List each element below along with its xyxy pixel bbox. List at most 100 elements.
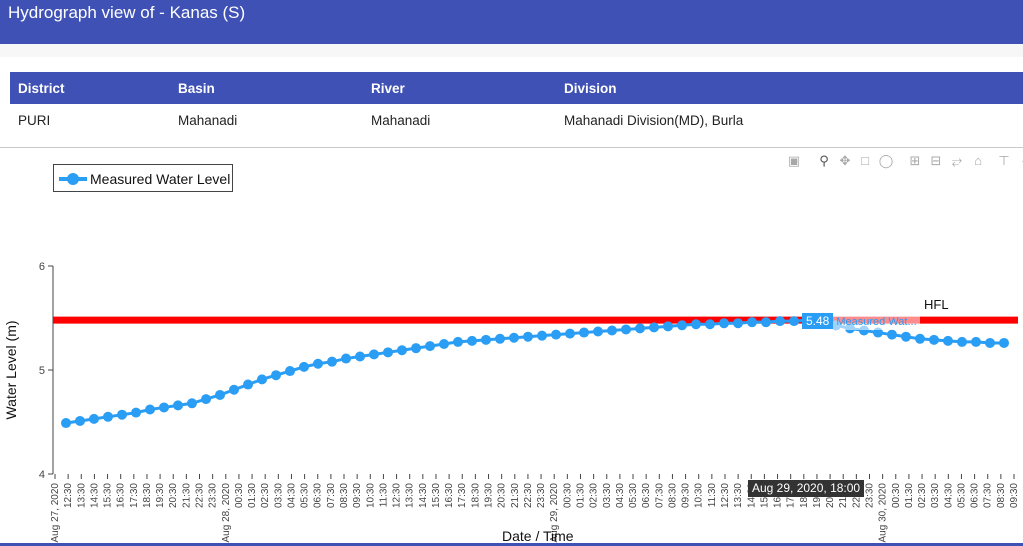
x-tick-label: 20:30: [168, 483, 179, 508]
x-tick-label: 08:30: [996, 483, 1007, 508]
legend-label: Measured Water Level: [90, 171, 231, 187]
data-point: [719, 318, 729, 329]
x-tick-label: 22:30: [195, 483, 206, 508]
hfl-label: HFL: [924, 297, 949, 312]
data-point: [299, 361, 309, 372]
x-tick-label: 09:30: [1009, 483, 1020, 508]
home-icon[interactable]: ⌂: [974, 153, 982, 168]
x-tick-label: 04:30: [615, 483, 626, 508]
x-tick-label: 00:30: [891, 483, 902, 508]
data-point: [103, 411, 113, 422]
data-point: [313, 358, 323, 369]
x-tick-label: 01:30: [247, 483, 258, 508]
data-point: [467, 335, 477, 346]
data-point: [383, 347, 393, 358]
column-header-district: District: [10, 72, 170, 104]
zoom-in-icon[interactable]: ⊞: [909, 153, 921, 168]
legend-marker-swatch: [67, 173, 79, 185]
data-point: [229, 384, 239, 395]
data-point: [187, 398, 197, 409]
zoom-icon[interactable]: ⚲: [819, 153, 829, 168]
x-tick-label: 23:30: [208, 483, 219, 508]
x-tick-label: 16:30: [116, 483, 127, 508]
page-title: Hydrograph view of - Kanas (S): [8, 3, 246, 22]
data-point: [775, 316, 785, 327]
data-point: [649, 322, 659, 333]
table-header-row: District Basin River Division: [10, 72, 1023, 104]
x-tick-label: 12:30: [392, 483, 403, 508]
x-tick-label: 10:30: [365, 483, 376, 508]
lasso-icon[interactable]: ◯: [878, 153, 894, 168]
station-info-table: District Basin River Division PURI Mahan…: [10, 72, 1023, 136]
data-point: [733, 318, 743, 329]
data-point: [747, 317, 757, 328]
x-tick-label: 11:30: [707, 483, 718, 508]
data-point: [761, 317, 771, 328]
x-tick-label: Aug 29, 2020: [549, 483, 560, 543]
hover-closest-icon[interactable]: ‹: [1016, 152, 1023, 170]
data-point: [971, 336, 981, 347]
data-point: [117, 409, 127, 420]
x-tick-label: 23:30: [536, 483, 547, 508]
x-tick-label: 15:30: [431, 483, 442, 508]
table-row: PURI Mahanadi Mahanadi Mahanadi Division…: [10, 104, 1023, 136]
data-point: [341, 353, 351, 364]
x-tick-label: 04:30: [943, 483, 954, 508]
data-point: [131, 407, 141, 418]
column-header-basin: Basin: [170, 72, 363, 104]
data-point: [873, 327, 883, 338]
spike-lines-icon[interactable]: ⊤: [998, 153, 1010, 168]
data-point: [929, 334, 939, 345]
data-point: [215, 389, 225, 400]
data-point: [75, 415, 85, 426]
autoscale-icon[interactable]: ⥂: [951, 153, 963, 168]
x-tick-label: 13:30: [76, 483, 87, 508]
data-point: [607, 325, 617, 336]
data-point: [327, 356, 337, 367]
series-line: [65, 318, 1004, 425]
data-point: [173, 400, 183, 411]
cell-river: Mahanadi: [371, 112, 431, 128]
hover-x-tooltip: Aug 29, 2020, 18:00: [748, 480, 865, 497]
x-axis-title: Date / Time: [502, 528, 574, 544]
data-point: [411, 343, 421, 354]
x-tick-label: 11:30: [378, 483, 389, 508]
zoom-out-icon[interactable]: ⊟: [930, 153, 942, 168]
hover-series-name: Measured Wat...: [833, 314, 920, 330]
x-tick-label: 09:30: [352, 483, 363, 508]
x-tick-label: 14:30: [418, 483, 429, 508]
x-tick-label: 05:30: [956, 483, 967, 508]
x-tick-label: 16:30: [444, 483, 455, 508]
data-point: [509, 332, 519, 343]
x-tick-label: 01:30: [575, 483, 586, 508]
data-point: [425, 341, 435, 352]
data-point: [691, 319, 701, 330]
data-point: [915, 333, 925, 344]
x-tick-label: 13:30: [733, 483, 744, 508]
chart-legend[interactable]: Measured Water Level: [53, 164, 233, 192]
y-tick-label: 4: [39, 469, 45, 481]
x-tick-label: 19:30: [155, 483, 166, 508]
x-tick-label: 07:30: [326, 483, 337, 508]
x-tick-label: 14:30: [89, 483, 100, 508]
pan-icon[interactable]: ✥: [839, 153, 851, 168]
x-tick-label: 05:30: [300, 483, 311, 508]
data-point: [635, 323, 645, 334]
data-point: [369, 349, 379, 360]
x-tick-label: 19:30: [484, 483, 495, 508]
data-point: [453, 336, 463, 347]
x-tick-label: 08:30: [667, 483, 678, 508]
x-tick-label: 22:30: [523, 483, 534, 508]
data-point: [355, 351, 365, 362]
y-tick-label: 6: [39, 261, 45, 273]
x-tick-label: 21:30: [181, 483, 192, 508]
data-point: [397, 345, 407, 356]
camera-icon[interactable]: ▣: [787, 153, 801, 168]
x-tick-label: 06:30: [970, 483, 981, 508]
x-tick-label: Aug 28, 2020: [221, 483, 232, 543]
box-select-icon[interactable]: □: [861, 153, 869, 168]
data-point: [901, 331, 911, 342]
x-tick-label: 02:30: [260, 483, 271, 508]
x-tick-label: 07:30: [983, 483, 994, 508]
